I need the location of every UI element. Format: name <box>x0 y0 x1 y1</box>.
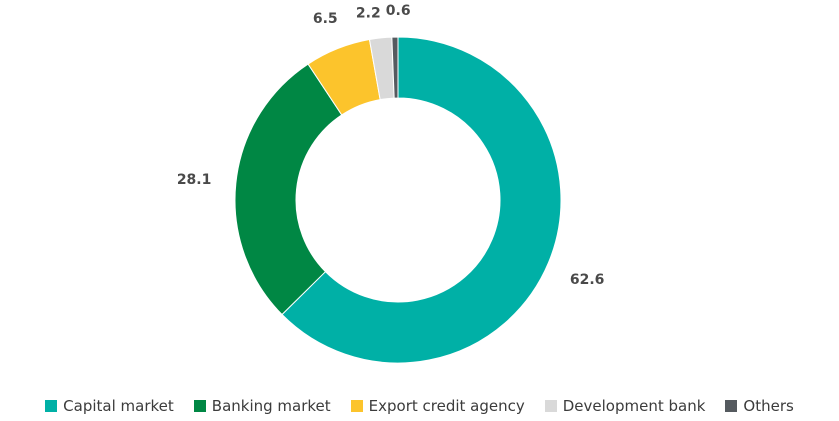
legend-item-capital-market: Capital market <box>45 397 174 415</box>
legend-swatch <box>193 400 206 412</box>
data-label-others: 0.6 <box>386 3 411 19</box>
data-label-export-credit-agency: 6.5 <box>313 11 338 27</box>
slice-others <box>391 36 399 99</box>
legend-item-development-bank: Development bank <box>544 397 706 415</box>
legend-label: Others <box>743 397 794 415</box>
legend-item-others: Others <box>725 397 794 415</box>
data-labels: 62.6 28.1 6.5 2.2 0.6 <box>177 3 605 288</box>
slice-banking-market <box>234 63 343 316</box>
legend-swatch <box>350 400 363 412</box>
legend-swatch <box>725 400 738 412</box>
data-label-capital-market: 62.6 <box>570 272 605 288</box>
legend-label: Capital market <box>63 397 174 415</box>
legend-swatch <box>45 400 58 412</box>
legend-label: Export credit agency <box>368 397 525 415</box>
legend-label: Banking market <box>211 397 331 415</box>
legend-swatch <box>544 400 557 412</box>
donut-slices <box>234 36 562 364</box>
legend: Capital market Banking market Export credi… <box>0 395 839 417</box>
slice-capital-market <box>281 36 562 364</box>
data-label-development-bank: 2.2 <box>356 5 381 21</box>
data-label-banking-market: 28.1 <box>177 172 212 188</box>
legend-item-banking-market: Banking market <box>193 397 331 415</box>
legend-label: Development bank <box>562 397 706 415</box>
legend-item-export-credit-agency: Export credit agency <box>350 397 525 415</box>
